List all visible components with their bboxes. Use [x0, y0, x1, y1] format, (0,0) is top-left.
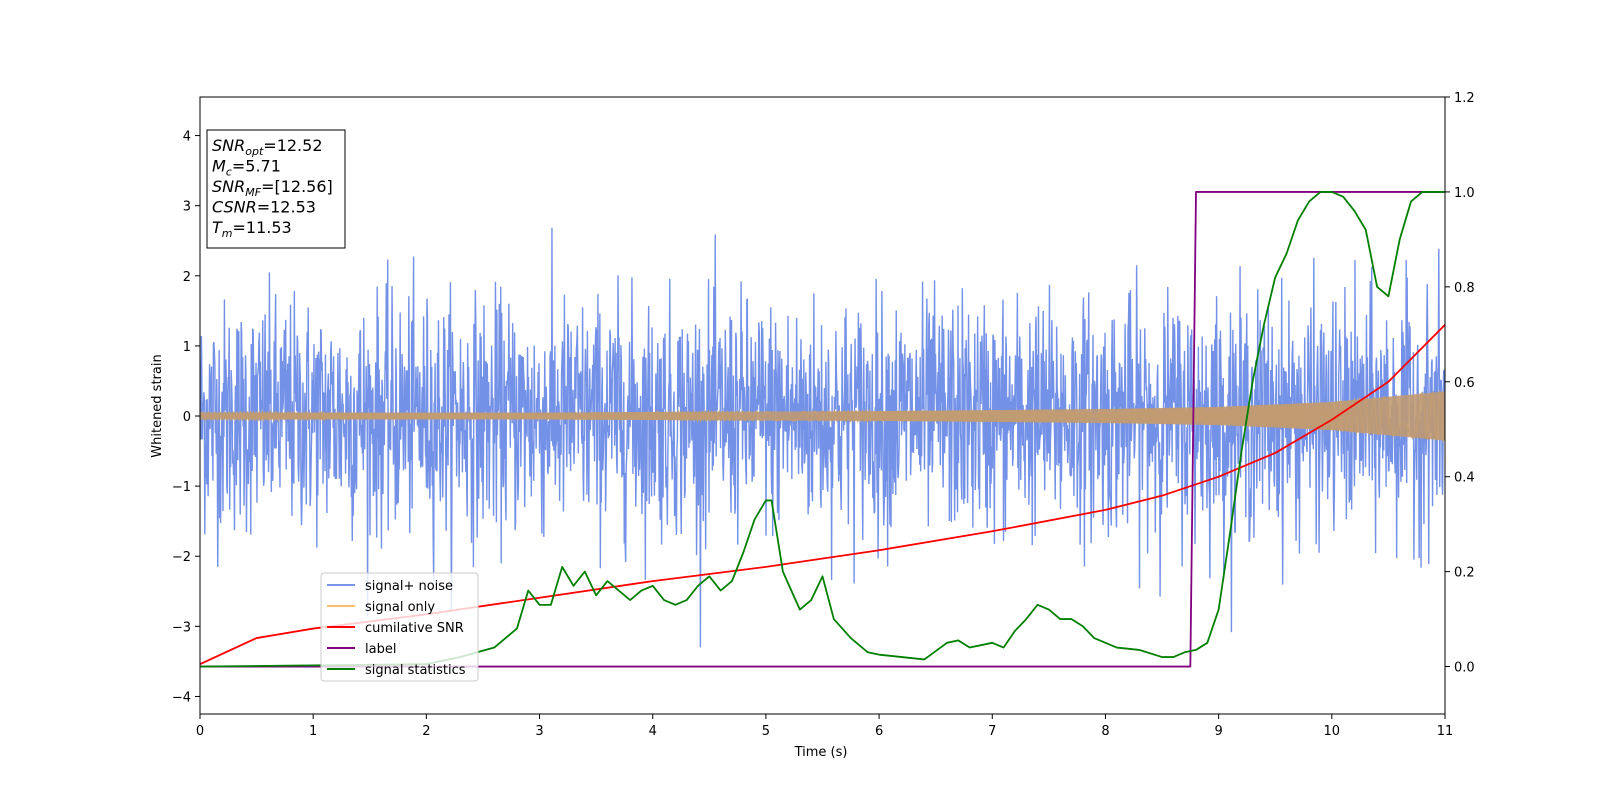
x-tick-label: 6	[875, 724, 883, 739]
annotation-line: Mc=5.71	[212, 157, 281, 179]
legend-label: signal+ noise	[365, 579, 453, 594]
annotation-frame	[206, 129, 346, 249]
y-tick-label: 0	[183, 410, 191, 425]
y2-tick-label: 0.8	[1454, 281, 1475, 296]
annotation-line: SNRopt=12.52	[212, 136, 323, 158]
x-tick-label: 11	[1437, 724, 1454, 739]
y2-tick-label: 0.6	[1454, 376, 1475, 391]
y-tick-label: 4	[183, 130, 191, 145]
annotation-line: CSNR=12.53	[212, 198, 316, 217]
legend-label: cumilative SNR	[365, 621, 464, 636]
x-tick-label: 3	[535, 724, 543, 739]
annotation-line: SNRMF=[12.56]	[212, 177, 333, 199]
x-tick-label: 5	[762, 724, 770, 739]
y-tick-label: −3	[172, 620, 191, 635]
stats-annotation-box: SNRopt=12.52Mc=5.71SNRMF=[12.56]CSNR=12.…	[206, 129, 346, 249]
x-tick-label: 7	[988, 724, 996, 739]
y2-tick-label: 1.2	[1454, 91, 1475, 106]
legend-label: label	[365, 642, 396, 657]
x-tick-label: 1	[309, 724, 317, 739]
y2-tick-label: 0.0	[1454, 661, 1475, 676]
y2-tick-label: 0.4	[1454, 471, 1475, 486]
y-tick-label: −4	[172, 690, 191, 705]
annotation-line: Tm=11.53	[212, 218, 292, 240]
axes-frame	[199, 96, 1446, 715]
x-tick-label: 10	[1324, 724, 1341, 739]
y-tick-label: −1	[172, 480, 191, 495]
series-signal-noise-line	[200, 227, 1445, 648]
legend: signal+ noise signal only cumilative SNR la…	[320, 572, 479, 682]
y-tick-label: 2	[183, 270, 191, 285]
series-signal-only-band	[200, 391, 1445, 441]
x-tick-label: 9	[1214, 724, 1222, 739]
x-axis-label: Time (s)	[794, 745, 848, 760]
y-tick-label: −2	[172, 550, 191, 565]
x-tick-label: 2	[422, 724, 430, 739]
legend-label: signal statistics	[365, 663, 466, 678]
y2-tick-label: 1.0	[1454, 186, 1475, 201]
y-tick-label: 3	[183, 200, 191, 215]
x-tick-label: 0	[196, 724, 204, 739]
axes: 0 1 2 3 4 5 6 7 8 9 10 11 −4 −3 −2 −1 0 1 2 3 4 0.0 0.2 0.4 0.6 0…	[172, 91, 1475, 739]
x-tick-label: 4	[649, 724, 657, 739]
y-tick-label: 1	[183, 340, 191, 355]
x-tick-label: 8	[1101, 724, 1109, 739]
y2-tick-label: 0.2	[1454, 566, 1475, 581]
legend-frame	[320, 572, 479, 682]
y-axis-label: Whitened strain	[150, 354, 165, 457]
legend-label: signal only	[365, 600, 435, 615]
series-signal-statistics-line	[200, 191, 1445, 668]
